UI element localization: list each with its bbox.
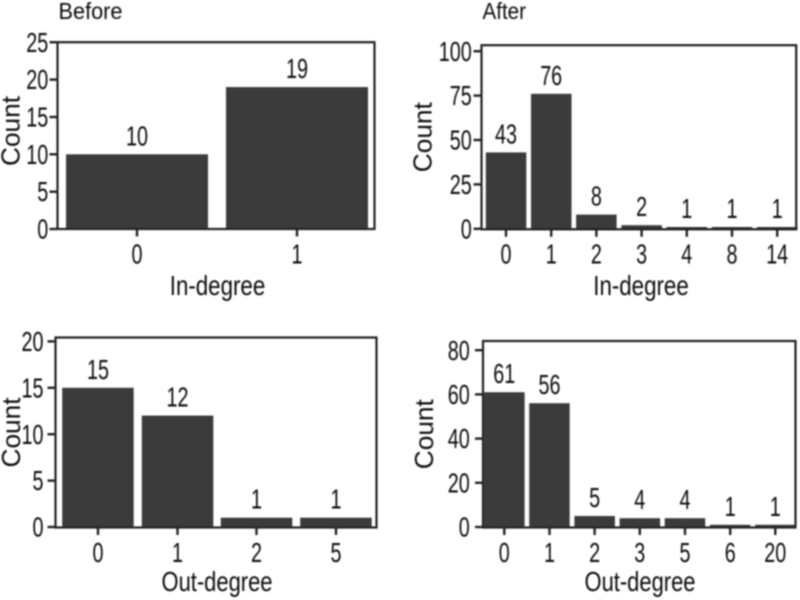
svg-text:2: 2 <box>636 191 647 222</box>
svg-text:14: 14 <box>766 239 788 270</box>
svg-text:2: 2 <box>251 537 262 568</box>
svg-text:0: 0 <box>461 213 472 244</box>
svg-text:8: 8 <box>591 181 602 212</box>
svg-text:Out-degree: Out-degree <box>162 566 273 597</box>
svg-text:100: 100 <box>439 36 472 67</box>
svg-text:0: 0 <box>459 512 470 543</box>
svg-text:10: 10 <box>26 139 48 170</box>
svg-text:1: 1 <box>546 239 557 270</box>
svg-text:40: 40 <box>448 423 470 454</box>
svg-text:1: 1 <box>544 537 555 568</box>
svg-text:Count: Count <box>409 398 439 469</box>
svg-text:8: 8 <box>727 239 738 270</box>
svg-text:Count: Count <box>408 101 438 172</box>
svg-text:5: 5 <box>33 465 44 496</box>
svg-text:0: 0 <box>33 512 44 543</box>
svg-text:Count: Count <box>0 95 26 166</box>
svg-text:4: 4 <box>634 484 645 515</box>
svg-text:2: 2 <box>589 537 600 568</box>
svg-text:Count: Count <box>0 397 26 468</box>
svg-text:1: 1 <box>331 484 342 515</box>
svg-text:3: 3 <box>636 239 647 270</box>
svg-text:In-degree: In-degree <box>170 270 266 301</box>
svg-text:2: 2 <box>591 239 602 270</box>
svg-text:1: 1 <box>681 193 692 224</box>
svg-text:In-degree: In-degree <box>593 270 689 301</box>
svg-text:50: 50 <box>450 125 472 156</box>
svg-text:56: 56 <box>539 369 561 400</box>
svg-text:1: 1 <box>292 238 303 269</box>
svg-text:5: 5 <box>680 537 691 568</box>
svg-text:0: 0 <box>37 214 48 245</box>
svg-text:1: 1 <box>172 537 183 568</box>
svg-text:20: 20 <box>448 467 470 498</box>
svg-text:25: 25 <box>450 169 472 200</box>
svg-text:20: 20 <box>764 537 786 568</box>
svg-text:19: 19 <box>286 53 308 84</box>
svg-text:5: 5 <box>37 176 48 207</box>
svg-text:3: 3 <box>634 537 645 568</box>
svg-text:6: 6 <box>725 537 736 568</box>
svg-text:61: 61 <box>493 358 515 389</box>
svg-text:15: 15 <box>22 372 44 403</box>
svg-text:15: 15 <box>26 102 48 133</box>
svg-text:1: 1 <box>727 193 738 224</box>
svg-text:4: 4 <box>680 484 691 515</box>
svg-text:25: 25 <box>26 27 48 58</box>
svg-text:1: 1 <box>772 193 783 224</box>
svg-text:10: 10 <box>22 419 44 450</box>
svg-text:43: 43 <box>495 118 517 149</box>
svg-text:1: 1 <box>251 484 262 515</box>
svg-text:4: 4 <box>681 239 692 270</box>
svg-text:0: 0 <box>93 537 104 568</box>
svg-text:0: 0 <box>501 239 512 270</box>
svg-text:60: 60 <box>448 379 470 410</box>
svg-text:0: 0 <box>132 238 143 269</box>
svg-text:20: 20 <box>22 326 44 357</box>
svg-text:Out-degree: Out-degree <box>585 566 696 597</box>
svg-text:15: 15 <box>87 354 109 385</box>
svg-text:Before: Before <box>59 0 123 24</box>
svg-text:75: 75 <box>450 80 472 111</box>
svg-text:After: After <box>483 0 527 24</box>
svg-text:5: 5 <box>589 482 600 513</box>
svg-text:80: 80 <box>448 335 470 366</box>
svg-text:1: 1 <box>770 491 781 522</box>
svg-text:5: 5 <box>331 537 342 568</box>
svg-text:12: 12 <box>167 382 189 413</box>
svg-text:20: 20 <box>26 64 48 95</box>
svg-text:1: 1 <box>725 491 736 522</box>
svg-text:0: 0 <box>499 537 510 568</box>
svg-text:10: 10 <box>126 120 148 151</box>
svg-text:76: 76 <box>540 60 562 91</box>
